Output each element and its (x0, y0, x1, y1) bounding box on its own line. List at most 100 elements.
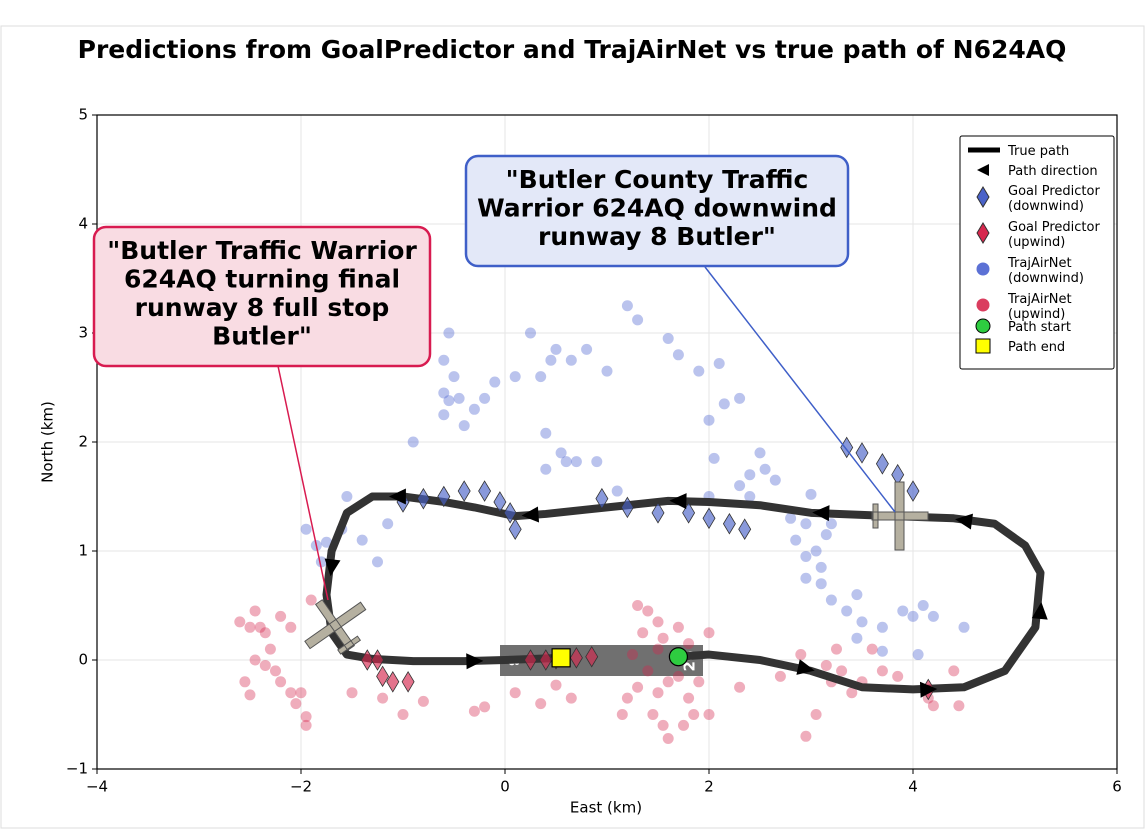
legend-swatch (975, 338, 991, 354)
trajairnet-point (851, 589, 863, 601)
trajairnet-point (275, 610, 287, 622)
trajairnet-point (800, 572, 812, 584)
trajairnet-point (479, 392, 491, 404)
trajairnet-point (356, 534, 368, 546)
trajairnet-point (642, 665, 654, 677)
trajairnet-point (672, 349, 684, 361)
annotation-text: "Butler County Traffic (506, 165, 809, 194)
goal-prediction (875, 453, 889, 475)
trajairnet-point (244, 621, 256, 633)
x-tick-label: 2 (704, 778, 714, 796)
y-axis-label: North (km) (39, 401, 57, 483)
trajairnet-point (377, 692, 389, 704)
trajairnet-point (305, 594, 317, 606)
x-tick-label: 6 (1112, 778, 1122, 796)
legend-label: TrajAirNet (upwind) (1007, 292, 1072, 322)
trajairnet-point (525, 327, 536, 339)
goal-prediction (595, 487, 609, 510)
annotation-leader (704, 266, 896, 513)
trajairnet-point (958, 621, 970, 633)
trajairnet-point (734, 681, 746, 693)
direction-arrow (521, 506, 540, 523)
airplane (304, 599, 367, 655)
goal-prediction (437, 485, 451, 508)
x-axis-label: East (km) (570, 799, 642, 817)
trajairnet-point (825, 594, 837, 606)
trajairnet-point (438, 409, 450, 421)
trajairnet-point (535, 698, 547, 710)
trajairnet-point (688, 709, 700, 720)
trajairnet-point (300, 711, 312, 723)
trajairnet-point (555, 447, 567, 459)
trajairnet-point (239, 676, 251, 688)
trajairnet-point (927, 700, 939, 712)
trajairnet-point (703, 709, 715, 720)
trajairnet-point (876, 645, 888, 657)
plot-frame (96, 114, 1118, 770)
annotation-text: runway 8 full stop (135, 293, 390, 322)
trajairnet-point (611, 485, 623, 497)
trajairnet-point (948, 665, 960, 677)
airplane (871, 481, 929, 551)
trajairnet-point (734, 480, 746, 492)
trajairnet-point (300, 523, 312, 535)
legend-label: Path start (1008, 320, 1071, 335)
trajairnet-point (866, 643, 878, 655)
trajairnet-point (769, 474, 781, 486)
trajairnet-point (693, 676, 705, 688)
trajairnet-point (800, 550, 812, 562)
trajairnet-point (295, 687, 307, 699)
trajairnet-point (479, 701, 491, 713)
trajairnet-point (703, 627, 715, 639)
trajairnet-point (290, 698, 302, 710)
goal-prediction (738, 518, 752, 540)
trajairnet-point (836, 665, 848, 677)
goal-prediction (508, 518, 522, 540)
trajairnet-point (800, 518, 812, 530)
trajairnet-point (693, 365, 705, 377)
trajairnet-point (820, 529, 832, 541)
trajairnet-point (759, 463, 771, 475)
trajairnet-point (662, 332, 674, 344)
trajairnet-point (810, 709, 822, 720)
trajairnet-point (259, 659, 271, 671)
trajairnet-point (708, 452, 720, 464)
trajairnet-point (678, 719, 689, 731)
trajairnet-point (795, 649, 807, 661)
trajairnet-point (535, 371, 547, 383)
annotation-text: Warrior 624AQ downwind (477, 194, 837, 223)
trajairnet-point (774, 670, 786, 682)
trajairnet-point (285, 621, 297, 633)
trajairnet-point (244, 689, 256, 701)
trajairnet-point (810, 545, 822, 557)
trajairnet-point (652, 643, 664, 655)
trajairnet-point (565, 692, 577, 704)
trajairnet-point (259, 627, 271, 639)
direction-arrow (796, 659, 815, 675)
goal-prediction (722, 512, 736, 535)
y-tick-label: 5 (78, 106, 88, 124)
legend-label: Goal Predictor (downwind) (1008, 184, 1100, 214)
goal-prediction (457, 480, 471, 502)
y-tick-label: 1 (78, 542, 88, 560)
trajairnet-point (540, 463, 552, 475)
trajairnet-point (683, 692, 695, 704)
legend-label: Path direction (1008, 164, 1098, 179)
trajairnet-point (443, 395, 455, 407)
trajairnet-point (632, 600, 644, 611)
trajairnet-point (550, 679, 562, 691)
trajairnet-point (254, 621, 266, 633)
trajairnet-point (907, 610, 919, 622)
trajairnet-point (621, 300, 633, 312)
trajairnet-point (489, 376, 501, 388)
trajairnet-point (876, 665, 888, 677)
trajairnet-point (346, 687, 358, 699)
trajairnet-point (846, 687, 858, 699)
annotation-leader (277, 365, 329, 601)
direction-arrow (324, 558, 341, 577)
trajairnet-point (744, 469, 756, 481)
goal-prediction (416, 487, 430, 510)
annotation-text: runway 8 Butler" (538, 222, 776, 251)
x-tick-label: −2 (290, 778, 312, 796)
trajairnet-point (892, 670, 904, 682)
